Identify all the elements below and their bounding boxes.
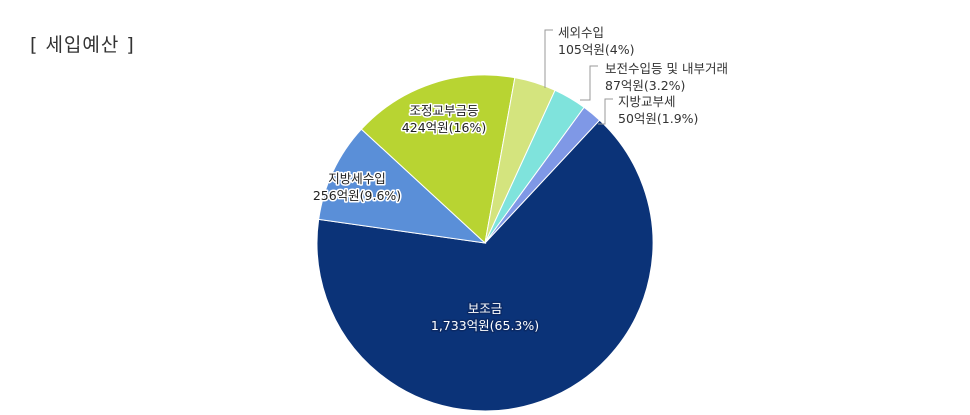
pie-slices <box>316 74 654 412</box>
pie-slice <box>316 119 654 412</box>
slice-name-label: 보전수입등 및 내부거래 <box>605 61 728 76</box>
page-title: [ 세입예산 ] <box>30 34 135 56</box>
pie-slice <box>360 74 516 244</box>
pie-slice <box>318 128 487 244</box>
slice-name-label: 세외수입 <box>558 25 604 40</box>
slice-name-label: 조정교부금등 <box>409 103 478 118</box>
leader-line <box>598 98 613 125</box>
slice-value-label: 87억원(3.2%) <box>605 78 685 93</box>
slice-name-label: 지방세수입 <box>328 171 386 186</box>
pie-slice <box>484 106 601 244</box>
slice-value-label: 105억원(4%) <box>558 42 634 57</box>
leader-line <box>544 29 553 88</box>
slice-labels: 보조금 1,733억원(65.3%) 지방세수입 256억원(9.6%) 조정교부금등 4… <box>311 25 728 335</box>
leader-lines <box>544 29 613 125</box>
slice-value-label: 256억원(9.6%) <box>313 188 401 203</box>
slice-value-label: 424억원(16%) <box>402 120 486 135</box>
slice-name-label: 보조금 <box>468 301 503 316</box>
slice-value-label: 50억원(1.9%) <box>618 111 698 126</box>
slice-value-label: 1,733억원(65.3%) <box>431 318 539 333</box>
leader-line <box>580 65 598 101</box>
slice-name-label: 지방교부세 <box>618 94 676 109</box>
